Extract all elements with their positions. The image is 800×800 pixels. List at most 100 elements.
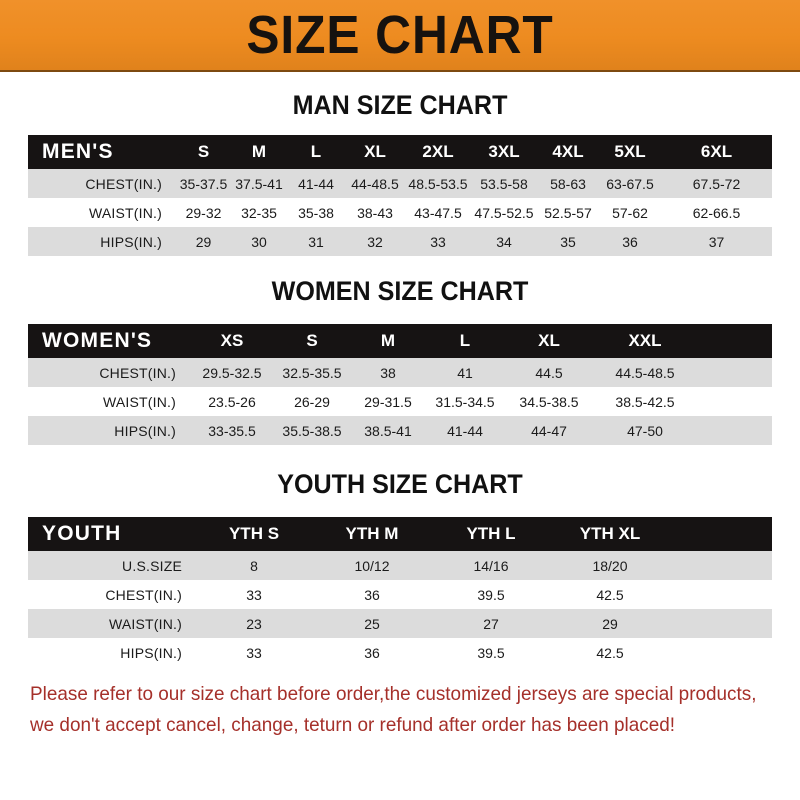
women-chest-xs: 29.5-32.5 (202, 364, 262, 381)
men-chest-2xl: 48.5-53.5 (408, 175, 468, 192)
women-column-s: S (306, 331, 318, 350)
youth-waist-s: 23 (246, 615, 262, 632)
men-column-3xl: 3XL (488, 142, 520, 161)
spacer-women-table-to-youth-title (0, 445, 800, 469)
men-hips-3xl: 34 (496, 233, 512, 250)
youth-column-yth-m: YTH M (345, 524, 399, 543)
men-header-label: MEN'S (42, 140, 114, 163)
men-column-m: M (251, 142, 267, 161)
youth-waist-filler (670, 609, 772, 638)
women-chest-s: 32.5-35.5 (282, 364, 342, 381)
spacer-youth-title-to-table (0, 499, 800, 517)
men-column-4xl: 4XL (552, 142, 584, 161)
youth-waist-xl: 29 (602, 615, 618, 632)
women-row-label-waist: WAIST(IN.) (102, 393, 176, 410)
women-hips-xl: 44-47 (531, 422, 567, 439)
banner-title: SIZE CHART (246, 5, 554, 65)
table-row: CHEST(IN.) 33 36 39.5 42.5 (28, 580, 772, 609)
women-size-table-wrapper: WOMEN'S XS S M L XL XXL CHEST(IN.) 29.5-… (28, 324, 772, 445)
men-waist-s: 29-32 (185, 204, 222, 221)
women-chest-filler (696, 358, 772, 387)
women-hips-s: 35.5-38.5 (282, 422, 342, 439)
youth-chest-m: 36 (364, 586, 380, 603)
men-size-table: MEN'S S M L XL 2XL 3XL 4XL 5XL 6XL CHEST… (28, 135, 772, 256)
youth-hips-s: 33 (246, 644, 262, 661)
youth-ussize-m: 10/12 (354, 557, 390, 574)
men-waist-m: 32-35 (241, 204, 277, 221)
men-waist-3xl: 47.5-52.5 (474, 204, 534, 221)
men-chest-l: 41-44 (298, 175, 334, 192)
men-column-6xl: 6XL (700, 142, 733, 161)
men-hips-xl: 32 (367, 233, 383, 250)
women-hips-xs: 33-35.5 (208, 422, 256, 439)
youth-ussize-xl: 18/20 (592, 557, 628, 574)
table-row: HIPS(IN.) 33-35.5 35.5-38.5 38.5-41 41-4… (28, 416, 772, 445)
youth-header-filler (670, 517, 772, 551)
footer-disclaimer: Please refer to our size chart before or… (30, 679, 757, 741)
women-hips-xxl: 47-50 (627, 422, 663, 439)
youth-size-table-wrapper: YOUTH YTH S YTH M YTH L YTH XL U.S.SIZE … (28, 517, 772, 667)
women-waist-xs: 23.5-26 (208, 393, 256, 410)
youth-column-yth-xl: YTH XL (579, 524, 641, 543)
youth-hips-l: 39.5 (477, 644, 505, 661)
table-row: HIPS(IN.) 33 36 39.5 42.5 (28, 638, 772, 667)
spacer-banner-to-man-title (0, 72, 800, 90)
table-row: WAIST(IN.) 29-32 32-35 35-38 38-43 43-47… (28, 198, 772, 227)
men-column-s: S (197, 142, 210, 161)
table-row: CHEST(IN.) 29.5-32.5 32.5-35.5 38 41 44.… (28, 358, 772, 387)
youth-section-title: YOUTH SIZE CHART (277, 469, 523, 499)
men-chest-3xl: 53.5-58 (480, 175, 528, 192)
youth-column-yth-s: YTH S (228, 524, 280, 543)
women-size-table: WOMEN'S XS S M L XL XXL CHEST(IN.) 29.5-… (28, 324, 772, 445)
women-chest-xl: 44.5 (535, 364, 563, 381)
men-waist-6xl: 62-66.5 (692, 204, 741, 221)
men-chest-6xl: 67.5-72 (692, 175, 741, 192)
women-column-xxl: XXL (628, 331, 662, 350)
youth-ussize-s: 8 (250, 557, 258, 574)
women-column-xl: XL (538, 331, 560, 350)
men-chest-m: 37.5-41 (235, 175, 283, 192)
men-waist-5xl: 57-62 (612, 204, 648, 221)
men-chest-4xl: 58-63 (550, 175, 586, 192)
youth-waist-m: 25 (364, 615, 380, 632)
youth-row-label-chest: CHEST(IN.) (105, 586, 182, 603)
youth-row-label-hips: HIPS(IN.) (120, 644, 182, 661)
women-row-label-hips: HIPS(IN.) (114, 422, 176, 439)
youth-ussize-filler (670, 551, 772, 580)
men-hips-2xl: 33 (430, 233, 446, 250)
youth-chest-xl: 42.5 (596, 586, 624, 603)
women-waist-filler (696, 387, 772, 416)
youth-row-label-us-size: U.S.SIZE (122, 557, 182, 574)
men-hips-s: 29 (195, 233, 212, 250)
table-row: WAIST(IN.) 23 25 27 29 (28, 609, 772, 638)
men-waist-4xl: 52.5-57 (544, 204, 592, 221)
footer-disclaimer-line-1: Please refer to our size chart before or… (30, 683, 757, 705)
youth-ussize-l: 14/16 (473, 557, 509, 574)
footer-disclaimer-line-2: we don't accept cancel, change, teturn o… (30, 714, 676, 736)
spacer-man-title-to-table (0, 120, 800, 135)
women-chest-l: 41 (457, 364, 473, 381)
men-row-label-waist: WAIST(IN.) (88, 204, 162, 221)
women-column-xs: XS (220, 331, 244, 350)
youth-size-table: YOUTH YTH S YTH M YTH L YTH XL U.S.SIZE … (28, 517, 772, 667)
men-chest-xl: 44-48.5 (351, 175, 399, 192)
women-waist-l: 31.5-34.5 (435, 393, 495, 410)
size-chart-banner: SIZE CHART (0, 0, 800, 72)
men-column-xl: XL (364, 142, 386, 161)
youth-hips-xl: 42.5 (596, 644, 624, 661)
men-hips-l: 31 (308, 233, 324, 250)
youth-table-header-row: YOUTH YTH S YTH M YTH L YTH XL (28, 517, 772, 551)
women-waist-xxl: 38.5-42.5 (615, 393, 675, 410)
youth-column-yth-l: YTH L (466, 524, 516, 543)
men-row-label-hips: HIPS(IN.) (100, 233, 162, 250)
women-column-m: M (380, 331, 396, 350)
youth-hips-m: 36 (364, 644, 380, 661)
men-hips-4xl: 35 (560, 233, 576, 250)
youth-header-label: YOUTH (42, 522, 122, 545)
table-row: HIPS(IN.) 29 30 31 32 33 34 35 36 37 (28, 227, 772, 256)
men-column-2xl: 2XL (422, 142, 454, 161)
men-chest-s: 35-37.5 (179, 175, 228, 192)
youth-hips-filler (670, 638, 772, 667)
women-chest-xxl: 44.5-48.5 (615, 364, 675, 381)
men-row-label-chest: CHEST(IN.) (85, 175, 162, 192)
